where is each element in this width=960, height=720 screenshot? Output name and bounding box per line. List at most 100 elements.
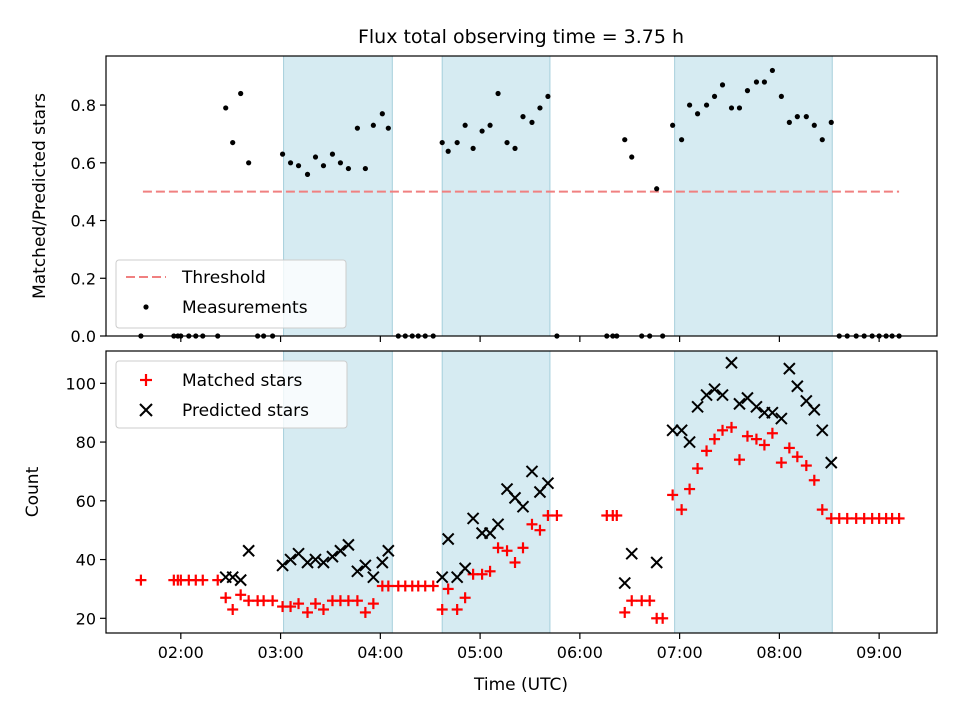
measurement-point: [819, 137, 825, 143]
observing-window: [674, 350, 833, 634]
measurement-point: [694, 111, 701, 117]
matched-star-point: [611, 510, 623, 521]
measurement-point: [686, 102, 693, 108]
matched-star-point: [197, 574, 209, 586]
matched-star-point: [359, 606, 371, 618]
predicted-star-point: [276, 559, 289, 572]
measurement-point: [385, 125, 391, 131]
measurement-point: [753, 79, 760, 85]
measurement-point: [504, 139, 510, 146]
measurement-point: [811, 122, 817, 128]
measurement-point: [654, 186, 660, 192]
matched-star-point: [227, 604, 239, 615]
matched-star-point: [492, 542, 504, 554]
predicted-star-point: [359, 559, 372, 572]
matched-star-point: [775, 457, 787, 469]
ratio-y-axis-label: Matched/Predicted stars: [30, 93, 50, 299]
matched-star-point: [701, 445, 713, 457]
predicted-star-point: [376, 556, 389, 569]
matched-star-point: [351, 595, 363, 607]
predicted-star-point: [317, 556, 330, 569]
count-legend-box: [115, 360, 348, 429]
matched-star-point: [626, 595, 638, 607]
matched-star-point: [725, 421, 737, 433]
x-tick-label: 07:00: [657, 643, 703, 662]
matched-star-point: [808, 474, 820, 486]
predicted-star-point: [666, 424, 679, 437]
measurement-point: [230, 139, 236, 146]
measurement-point: [445, 148, 451, 154]
y-tick-label: 40: [76, 551, 96, 570]
y-tick-label: 0.8: [71, 96, 96, 115]
predicted-star-point: [808, 403, 821, 416]
matched-star-point: [220, 592, 232, 604]
measurement-point: [487, 122, 493, 128]
ratio-legend: Threshold Measurements: [115, 259, 347, 329]
predicted-star-point: [326, 550, 339, 563]
measurement-point: [703, 102, 710, 108]
x-axis-ticks: [180, 336, 880, 342]
matched-star-point: [427, 580, 439, 592]
y-axis-ticks: 0.0 0.2 0.4 0.6 0.8: [71, 96, 106, 346]
predicted-legend-label: Predicted stars: [182, 401, 309, 421]
y-tick-label: 20: [76, 609, 96, 628]
x-tick-label: 03:00: [258, 643, 304, 662]
matched-star-point: [436, 604, 448, 615]
matched-star-point: [476, 568, 488, 580]
predicted-star-point: [825, 456, 838, 469]
threshold-legend-label: Threshold: [181, 268, 266, 288]
predicted-star-point: [309, 553, 322, 566]
measurement-point: [670, 122, 676, 128]
matched-star-point: [459, 592, 471, 604]
matched-star-point: [526, 518, 538, 530]
matched-star-point: [235, 589, 247, 601]
measurement-point: [345, 165, 352, 172]
x-tick-label: 09:00: [856, 643, 902, 662]
predicted-star-point: [691, 400, 704, 414]
predicted-star-point: [284, 553, 297, 566]
measurement-point: [246, 160, 252, 166]
matched-star-point: [684, 483, 696, 495]
predicted-star-point: [382, 544, 395, 557]
matched-star-point: [692, 463, 704, 474]
predicted-star-point: [816, 424, 829, 437]
matched-star-point: [717, 424, 729, 436]
x-tick-label: 04:00: [357, 643, 403, 662]
measurement-point: [379, 111, 385, 117]
matched-star-point: [451, 604, 463, 615]
measurement-point: [462, 122, 468, 128]
measurement-point: [711, 93, 718, 100]
measurement-point: [794, 114, 800, 120]
measurement-point: [828, 119, 834, 125]
measurement-point: [470, 145, 476, 151]
matched-star-point: [750, 433, 762, 445]
predicted-star-point: [541, 476, 555, 490]
measurement-point: [479, 128, 485, 134]
measurements-legend-label: Measurements: [182, 298, 308, 318]
matched-star-point: [893, 512, 905, 524]
predicted-legend-swatch: [139, 403, 153, 417]
ratio-legend-box: [115, 259, 347, 329]
matched-star-point: [517, 542, 529, 554]
matched-star-point: [741, 430, 753, 442]
measurement-point: [337, 160, 344, 166]
y-tick-label: 60: [76, 492, 96, 511]
measurement-point: [622, 137, 628, 143]
predicted-star-point: [700, 388, 713, 402]
measurement-point: [520, 114, 526, 120]
matched-star-point: [285, 601, 297, 613]
predicted-star-point: [766, 406, 779, 419]
x-axis-label: Time (UTC): [473, 675, 568, 695]
matched-star-point: [135, 574, 147, 586]
predicted-star-point: [733, 397, 746, 411]
measurement-point: [354, 125, 360, 131]
predicted-star-point: [458, 562, 472, 575]
predicted-star-point: [791, 380, 804, 393]
matched-star-point: [551, 510, 563, 521]
count-legend: Matched stars Predicted stars: [115, 360, 348, 429]
matched-star-point: [509, 557, 521, 568]
measurement-point: [736, 105, 743, 111]
observing-window: [441, 350, 551, 634]
measurement-point: [545, 93, 551, 100]
